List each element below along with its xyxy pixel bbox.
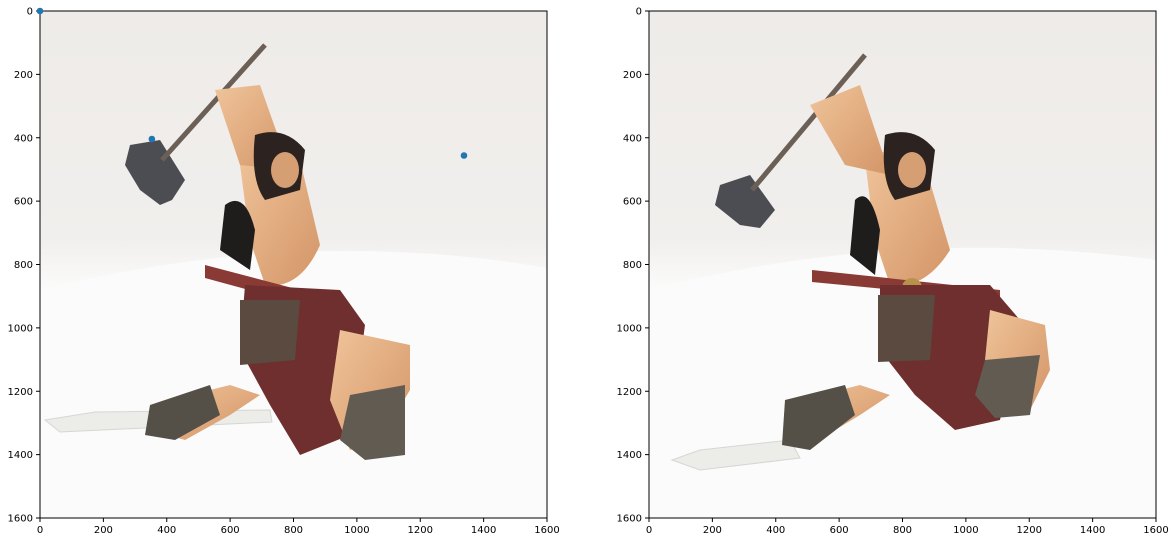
y-axis: 0 200 400 600 800 1000 1200 1400 1600: [8, 7, 40, 525]
x-tick-label: 1200: [1017, 525, 1042, 536]
x-axis: 0 200 400 600 800 1000 1200 1400 1600: [37, 518, 560, 536]
x-tick-label: 1400: [471, 525, 496, 536]
x-tick-label: 800: [893, 525, 912, 536]
y-tick-label: 0: [636, 7, 642, 18]
y-tick-label: 1600: [617, 514, 642, 525]
y-tick-label: 1000: [617, 323, 642, 334]
x-tick-label: 800: [284, 525, 303, 536]
y-tick-label: 400: [623, 133, 642, 144]
x-tick-label: 1000: [953, 525, 978, 536]
scatter-series: [36, 7, 468, 159]
x-tick-label: 400: [157, 525, 176, 536]
x-tick-label: 1400: [1080, 525, 1105, 536]
x-tick-label: 1000: [344, 525, 369, 536]
figurine-photo-view-1: [40, 11, 547, 518]
y-tick-label: 1200: [617, 387, 642, 398]
x-tick-label: 1600: [1143, 525, 1168, 536]
scatter-point: [148, 135, 156, 143]
x-tick-label: 200: [94, 525, 113, 536]
x-axis: 0 200 400 600 800 1000 1200 1400 1600: [646, 518, 1169, 536]
x-tick-label: 0: [646, 525, 652, 536]
y-tick-label: 600: [623, 197, 642, 208]
y-tick-label: 800: [623, 260, 642, 271]
y-tick-label: 1200: [8, 387, 33, 398]
x-tick-label: 600: [221, 525, 240, 536]
y-tick-label: 0: [27, 7, 33, 18]
y-axis: 0 200 400 600 800 1000 1200 1400 1600: [617, 7, 649, 525]
x-tick-label: 200: [703, 525, 722, 536]
x-tick-label: 1600: [534, 525, 559, 536]
y-tick-label: 1400: [617, 450, 642, 461]
y-tick-label: 200: [14, 70, 33, 81]
figurine-photo-view-2: [649, 11, 1156, 518]
y-tick-label: 1600: [8, 514, 33, 525]
scatter-point: [460, 152, 468, 159]
right-panel: 0 200 400 600 800 1000 1200 1400 1600 0 200 400 600…: [617, 7, 1169, 537]
y-tick-label: 400: [14, 133, 33, 144]
x-tick-label: 600: [830, 525, 849, 536]
left-panel: 0 200 400 600 800 1000 1200 1400 1600 0 200 400 600…: [8, 7, 560, 537]
x-tick-label: 1200: [408, 525, 433, 536]
y-tick-label: 200: [623, 70, 642, 81]
y-tick-label: 1400: [8, 450, 33, 461]
y-tick-label: 1000: [8, 323, 33, 334]
scatter-point: [36, 7, 44, 15]
x-tick-label: 0: [37, 525, 43, 536]
x-tick-label: 400: [766, 525, 785, 536]
y-tick-label: 600: [14, 197, 33, 208]
y-tick-label: 800: [14, 260, 33, 271]
